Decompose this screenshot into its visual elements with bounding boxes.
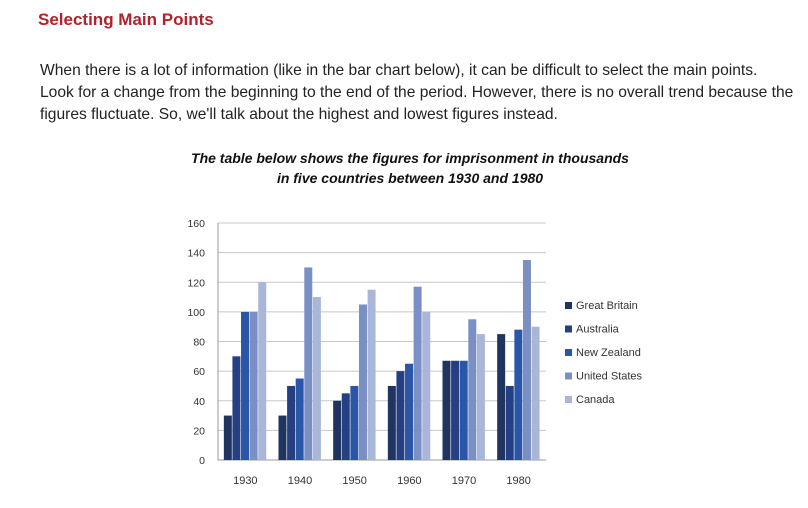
y-tick-label: 160: [187, 218, 205, 230]
y-tick-label: 80: [193, 337, 205, 349]
bar: [258, 282, 267, 460]
bar: [341, 393, 350, 460]
chart-caption-line-1: The table below shows the figures for im…: [191, 150, 629, 166]
x-tick-label: 1950: [342, 475, 366, 487]
x-tick-label: 1980: [506, 475, 530, 487]
y-tick-label: 0: [199, 455, 205, 467]
y-tick-label: 100: [187, 307, 205, 319]
x-tick-label: 1930: [233, 475, 257, 487]
bar: [396, 371, 405, 460]
bar: [422, 311, 431, 460]
bar: [405, 363, 414, 460]
bar: [295, 378, 304, 460]
bar: [468, 319, 477, 460]
bar: [451, 360, 460, 460]
legend-label: New Zealand: [576, 347, 641, 359]
bar: [497, 334, 506, 460]
bar: [232, 356, 241, 460]
intro-paragraph: When there is a lot of information (like…: [40, 62, 794, 123]
bar: [514, 329, 523, 460]
bar: [358, 304, 367, 460]
bar: [442, 360, 451, 460]
chart-caption-line-2: in five countries between 1930 and 1980: [276, 170, 544, 186]
legend-swatch: [565, 302, 572, 309]
x-tick-label: 1960: [397, 475, 421, 487]
bar: [278, 415, 287, 460]
y-tick-label: 40: [193, 396, 205, 408]
bar: [241, 311, 250, 460]
y-tick-label: 120: [187, 277, 205, 289]
legend-swatch: [565, 372, 572, 380]
x-tick-label: 1940: [288, 475, 312, 487]
legend-label: Canada: [576, 394, 615, 406]
bar: [312, 297, 321, 460]
legend-swatch: [565, 325, 572, 333]
y-tick-label: 140: [187, 248, 205, 260]
bar: [476, 334, 485, 460]
legend-label: United States: [576, 371, 643, 383]
bar: [531, 326, 540, 460]
bar: [459, 360, 468, 460]
legend-swatch: [565, 349, 572, 356]
bar: [387, 385, 396, 460]
bar: [522, 260, 531, 460]
chart-caption: The table below shows the figures for im…: [150, 148, 670, 188]
bar: [367, 289, 376, 460]
y-tick-label: 20: [193, 425, 205, 437]
bar: [350, 385, 359, 460]
legend-swatch: [565, 396, 572, 403]
bar: [333, 400, 342, 460]
page-title: Selecting Main Points: [38, 10, 214, 29]
bar: [304, 267, 313, 460]
bar: [223, 415, 232, 460]
bar: [287, 385, 296, 460]
legend-label: Great Britain: [576, 300, 638, 312]
legend-label: Australia: [576, 324, 620, 336]
bar: [413, 286, 422, 460]
bar: [249, 311, 258, 460]
x-tick-label: 1970: [452, 475, 476, 487]
bar: [505, 385, 514, 460]
y-tick-label: 60: [193, 366, 205, 378]
